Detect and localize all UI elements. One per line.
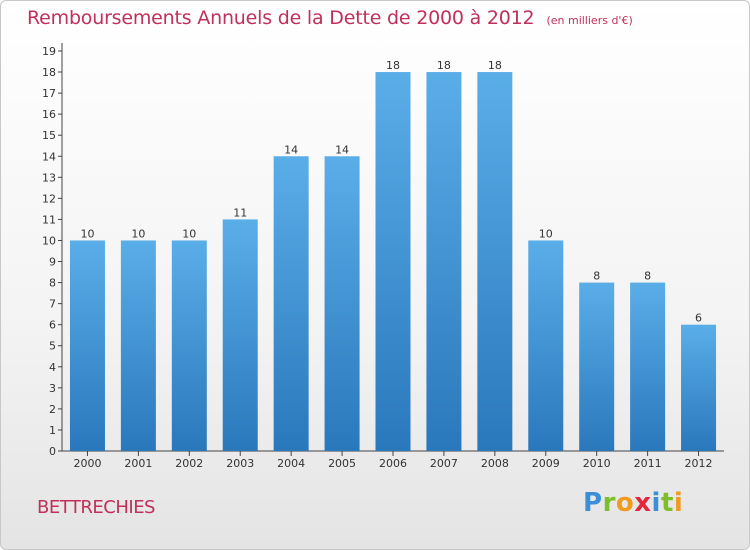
bar bbox=[579, 282, 615, 451]
logo-letter: r bbox=[602, 488, 616, 518]
y-tick-label: 14 bbox=[42, 150, 56, 163]
y-tick-label: 6 bbox=[49, 319, 56, 332]
x-tick-label: 2012 bbox=[685, 457, 713, 470]
y-tick-label: 10 bbox=[42, 234, 56, 247]
bar bbox=[324, 156, 360, 451]
x-tick-label: 2006 bbox=[379, 457, 407, 470]
y-tick-label: 18 bbox=[42, 66, 56, 79]
bar bbox=[273, 156, 309, 451]
x-tick-label: 2001 bbox=[124, 457, 152, 470]
bar bbox=[426, 72, 462, 451]
y-tick-label: 0 bbox=[49, 445, 56, 458]
y-tick-label: 15 bbox=[42, 129, 56, 142]
y-tick-label: 12 bbox=[42, 192, 56, 205]
y-tick-label: 19 bbox=[42, 45, 56, 58]
x-tick-label: 2010 bbox=[583, 457, 611, 470]
x-tick-label: 2008 bbox=[481, 457, 509, 470]
bar bbox=[171, 240, 207, 451]
bar-value-label: 10 bbox=[182, 227, 196, 240]
bar bbox=[528, 240, 564, 451]
logo-letter: i bbox=[673, 488, 684, 518]
bar bbox=[222, 219, 258, 451]
x-tick-label: 2003 bbox=[226, 457, 254, 470]
x-tick-label: 2004 bbox=[277, 457, 305, 470]
y-tick-label: 4 bbox=[49, 361, 56, 374]
bar-value-label: 18 bbox=[488, 59, 502, 72]
bar bbox=[375, 72, 411, 451]
logo-letter: P bbox=[583, 488, 603, 518]
y-tick-label: 3 bbox=[49, 382, 56, 395]
x-tick-label: 2005 bbox=[328, 457, 356, 470]
bar-value-label: 6 bbox=[695, 312, 702, 325]
y-tick-label: 8 bbox=[49, 277, 56, 290]
y-tick-label: 1 bbox=[49, 424, 56, 437]
y-tick-label: 5 bbox=[49, 340, 56, 353]
x-tick-label: 2011 bbox=[634, 457, 662, 470]
bar bbox=[120, 240, 156, 451]
y-tick-label: 7 bbox=[49, 298, 56, 311]
commune-name: BETTRECHIES bbox=[37, 497, 156, 518]
x-tick-label: 2002 bbox=[175, 457, 203, 470]
bar-value-label: 10 bbox=[131, 227, 145, 240]
bar-value-label: 18 bbox=[386, 59, 400, 72]
y-tick-label: 9 bbox=[49, 256, 56, 269]
logo-letter: t bbox=[660, 488, 674, 518]
x-tick-label: 2007 bbox=[430, 457, 458, 470]
y-tick-label: 17 bbox=[42, 87, 56, 100]
title-text: Remboursements Annuels de la Dette de 20… bbox=[27, 7, 535, 29]
y-tick-label: 2 bbox=[49, 403, 56, 416]
bar-value-label: 8 bbox=[644, 270, 651, 283]
chart-title: Remboursements Annuels de la Dette de 20… bbox=[27, 7, 633, 29]
bar-value-label: 18 bbox=[437, 59, 451, 72]
logo-letter: i bbox=[651, 488, 661, 518]
bar-value-label: 14 bbox=[284, 143, 298, 156]
bar-value-label: 10 bbox=[539, 227, 553, 240]
bar-value-label: 11 bbox=[233, 206, 247, 219]
bar bbox=[630, 282, 666, 451]
logo-letter: o bbox=[615, 488, 635, 518]
bar-value-label: 10 bbox=[80, 227, 94, 240]
title-unit: (en milliers d'€) bbox=[546, 14, 633, 27]
bar bbox=[69, 240, 105, 451]
bar bbox=[477, 72, 513, 451]
bar-value-label: 8 bbox=[593, 270, 600, 283]
y-tick-label: 13 bbox=[42, 171, 56, 184]
y-tick-label: 16 bbox=[42, 108, 56, 121]
bar bbox=[681, 324, 717, 451]
y-tick-label: 11 bbox=[42, 213, 56, 226]
logo-letter: x bbox=[634, 488, 652, 518]
x-tick-label: 2009 bbox=[532, 457, 560, 470]
bar-value-label: 14 bbox=[335, 143, 349, 156]
proxiti-logo: Proxiti bbox=[583, 488, 683, 518]
x-tick-label: 2000 bbox=[73, 457, 101, 470]
